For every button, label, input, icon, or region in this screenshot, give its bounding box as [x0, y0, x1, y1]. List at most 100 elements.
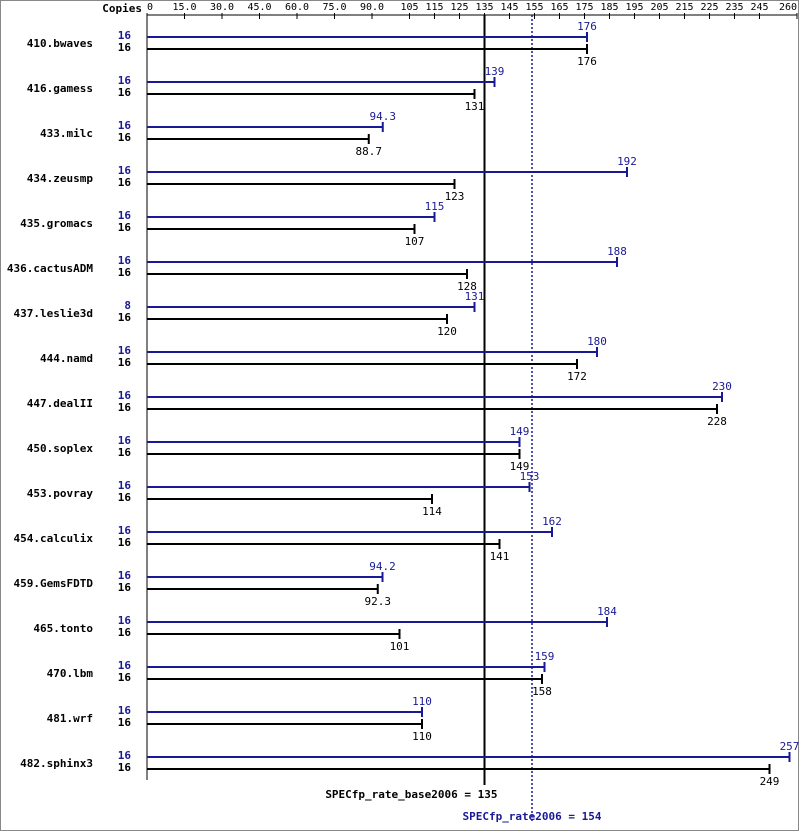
copies-label: 16	[118, 704, 132, 717]
reference-label: SPECfp_rate_base2006 = 135	[325, 788, 497, 801]
copies-label: 16	[118, 209, 132, 222]
value-label: 149	[510, 425, 530, 438]
copies-label: 16	[118, 164, 132, 177]
category-label: 454.calculix	[14, 532, 94, 545]
category-label: 437.leslie3d	[14, 307, 93, 320]
copies-label: 16	[118, 536, 132, 549]
value-label: 114	[422, 505, 442, 518]
category-label: 447.dealII	[27, 397, 93, 410]
value-label: 228	[707, 415, 727, 428]
category-label: 444.namd	[40, 352, 93, 365]
copies-label: 8	[124, 299, 131, 312]
value-label: 153	[520, 470, 540, 483]
value-label: 141	[490, 550, 510, 563]
value-label: 184	[597, 605, 617, 618]
x-tick-label: 155	[525, 2, 543, 13]
copies-header: Copies	[102, 2, 142, 15]
value-label: 128	[457, 280, 477, 293]
category-label: 436.cactusADM	[7, 262, 93, 275]
copies-label: 16	[118, 761, 132, 774]
value-label: 158	[532, 685, 552, 698]
copies-label: 16	[118, 389, 132, 402]
value-label: 92.3	[365, 595, 392, 608]
value-label: 180	[587, 335, 607, 348]
copies-label: 16	[118, 254, 132, 267]
x-tick-label: 185	[600, 2, 618, 13]
value-label: 139	[485, 65, 505, 78]
x-tick-label: 215	[675, 2, 693, 13]
x-tick-label: 0	[147, 2, 153, 13]
value-label: 115	[425, 200, 445, 213]
x-tick-label: 60.0	[285, 2, 309, 13]
value-label: 131	[465, 290, 485, 303]
category-label: 434.zeusmp	[27, 172, 94, 185]
x-tick-label: 15.0	[172, 2, 196, 13]
value-label: 249	[760, 775, 780, 788]
copies-label: 16	[118, 344, 132, 357]
x-tick-label: 245	[750, 2, 768, 13]
x-tick-label: 90.0	[360, 2, 384, 13]
copies-label: 16	[118, 749, 132, 762]
copies-label: 16	[118, 659, 132, 672]
value-label: 172	[567, 370, 587, 383]
copies-label: 16	[118, 311, 132, 324]
copies-label: 16	[118, 86, 132, 99]
copies-label: 16	[118, 29, 132, 42]
x-tick-label: 195	[625, 2, 643, 13]
copies-label: 16	[118, 119, 132, 132]
x-tick-label: 235	[725, 2, 743, 13]
x-tick-label: 260	[779, 2, 797, 13]
value-label: 188	[607, 245, 627, 258]
copies-label: 16	[118, 581, 132, 594]
x-tick-label: 165	[550, 2, 568, 13]
category-label: 450.soplex	[27, 442, 94, 455]
copies-label: 16	[118, 479, 132, 492]
value-label: 149	[510, 460, 530, 473]
x-tick-label: 125	[450, 2, 468, 13]
copies-label: 16	[118, 176, 132, 189]
x-tick-label: 225	[700, 2, 718, 13]
value-label: 101	[390, 640, 410, 653]
copies-label: 16	[118, 41, 132, 54]
value-label: 120	[437, 325, 457, 338]
category-label: 459.GemsFDTD	[14, 577, 94, 590]
copies-label: 16	[118, 131, 132, 144]
copies-label: 16	[118, 74, 132, 87]
value-label: 110	[412, 695, 432, 708]
copies-label: 16	[118, 626, 132, 639]
x-tick-label: 135	[475, 2, 493, 13]
value-label: 107	[405, 235, 425, 248]
copies-label: 16	[118, 569, 132, 582]
copies-label: 16	[118, 266, 132, 279]
category-label: 465.tonto	[33, 622, 93, 635]
value-label: 257	[780, 740, 799, 753]
copies-label: 16	[118, 434, 132, 447]
value-label: 131	[465, 100, 485, 113]
value-label: 162	[542, 515, 562, 528]
value-label: 176	[577, 20, 597, 33]
value-label: 123	[445, 190, 465, 203]
value-label: 110	[412, 730, 432, 743]
x-tick-label: 30.0	[210, 2, 234, 13]
category-label: 482.sphinx3	[20, 757, 93, 770]
copies-label: 16	[118, 491, 132, 504]
copies-label: 16	[118, 524, 132, 537]
category-label: 435.gromacs	[20, 217, 93, 230]
value-label: 94.3	[370, 110, 397, 123]
copies-label: 16	[118, 671, 132, 684]
x-tick-label: 105	[400, 2, 418, 13]
x-tick-label: 175	[575, 2, 593, 13]
value-label: 88.7	[356, 145, 383, 158]
category-label: 410.bwaves	[27, 37, 93, 50]
x-tick-label: 45.0	[247, 2, 271, 13]
value-label: 94.2	[369, 560, 396, 573]
copies-label: 16	[118, 221, 132, 234]
category-label: 433.milc	[40, 127, 93, 140]
copies-label: 16	[118, 401, 132, 414]
value-label: 192	[617, 155, 637, 168]
category-label: 470.lbm	[47, 667, 94, 680]
category-label: 416.gamess	[27, 82, 93, 95]
x-tick-label: 75.0	[322, 2, 346, 13]
x-tick-label: 145	[500, 2, 518, 13]
